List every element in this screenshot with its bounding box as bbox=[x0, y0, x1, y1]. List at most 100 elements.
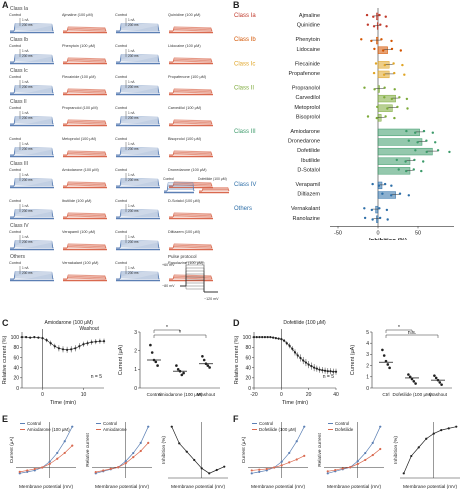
current-sweep bbox=[116, 209, 160, 218]
y-tick-label: 0 bbox=[134, 386, 137, 392]
trace-label: Control bbox=[9, 137, 21, 141]
trace-label: Control bbox=[115, 137, 127, 141]
data-point bbox=[414, 131, 417, 134]
current-sweep bbox=[164, 189, 195, 192]
legend-label: Dofetilide (100 μM) bbox=[259, 427, 297, 432]
iv-curve bbox=[171, 426, 225, 474]
current-sweep bbox=[164, 183, 195, 192]
panel-d-current-scatter: 0 1 2 3 4 5 Current (μA) Ctrl Dofetilide (100 μM… bbox=[350, 325, 452, 397]
current-sweep bbox=[116, 215, 160, 218]
data-point bbox=[414, 382, 417, 385]
data-point bbox=[404, 160, 407, 163]
current-sweep bbox=[10, 23, 54, 32]
inhibition-bar bbox=[377, 61, 390, 69]
drug-trace: Propafenone (100 μM) bbox=[168, 75, 213, 96]
scale-time: 200 ms bbox=[22, 85, 33, 89]
protocol-voltage: −120 mV bbox=[204, 297, 219, 301]
drug-trace: Verapamil (100 μM) bbox=[62, 230, 107, 251]
data-point bbox=[398, 96, 401, 99]
inhibition-bar bbox=[377, 147, 433, 156]
panel-a-class-label: Others bbox=[10, 254, 26, 260]
scale-label: 1 nA bbox=[128, 49, 135, 53]
trace-label: Control bbox=[9, 13, 21, 17]
data-point bbox=[371, 182, 374, 186]
panel-letter-a: A bbox=[2, 0, 9, 10]
inhibition-bar bbox=[376, 22, 379, 30]
data-point bbox=[152, 358, 156, 362]
current-sweep bbox=[116, 116, 160, 125]
data-point bbox=[378, 207, 381, 210]
data-point bbox=[436, 149, 440, 152]
data-point bbox=[202, 358, 206, 362]
drug-label: Flecainide bbox=[295, 61, 320, 67]
data-point bbox=[208, 366, 211, 369]
current-sweep bbox=[116, 277, 160, 280]
data-point bbox=[384, 115, 387, 118]
current-sweep bbox=[63, 57, 107, 63]
panel-e-iv-curves: Membrane potential (mV) Current (μA) Contr… bbox=[9, 421, 228, 490]
inhibition-bar bbox=[377, 191, 396, 199]
current-sweep bbox=[116, 23, 160, 32]
x-axis-label: Time (min) bbox=[50, 400, 76, 406]
current-sweep bbox=[10, 54, 54, 63]
data-point bbox=[326, 470, 329, 473]
data-point bbox=[440, 383, 443, 386]
trace-label: Ajmaline (100 μM) bbox=[62, 13, 94, 17]
data-point bbox=[393, 71, 396, 75]
data-point bbox=[412, 168, 415, 171]
trace-label: Bisoprolol (100 μM) bbox=[168, 137, 202, 141]
current-sweep bbox=[10, 147, 54, 156]
current-sweep bbox=[169, 57, 213, 63]
data-point bbox=[431, 131, 434, 134]
current-sweep bbox=[116, 60, 160, 63]
data-point bbox=[154, 360, 158, 364]
drug-annotation: Amiodarone (100 μM) bbox=[45, 320, 94, 326]
panel-a-class-label: Class II bbox=[10, 99, 27, 105]
panel-c-time-course: 0 20 40 60 80 100 0 10 Time (min) Relative curren… bbox=[2, 320, 106, 406]
y-tick-label: 0 bbox=[16, 386, 19, 392]
data-point bbox=[390, 184, 393, 187]
drug-trace: Vernakalant (100 μM) bbox=[62, 261, 107, 282]
iv-curve bbox=[403, 426, 457, 474]
trace-label: Dronedarone (100 μM) bbox=[168, 168, 207, 172]
y-tick-label: 60 bbox=[245, 355, 251, 361]
drug-trace: Lidocaine (100 μM) bbox=[168, 44, 213, 65]
trace-label: Control bbox=[115, 261, 127, 265]
iv-curve bbox=[327, 448, 381, 472]
iv-curve bbox=[251, 455, 305, 471]
protocol-title: Pulse protocol bbox=[168, 254, 197, 259]
scale-time: 200 ms bbox=[128, 116, 139, 120]
drug-label: Carvedilol bbox=[296, 95, 320, 101]
scale-time: 200 ms bbox=[22, 178, 33, 182]
drug-label: Phenytoin bbox=[296, 37, 320, 43]
data-point bbox=[407, 373, 410, 376]
data-point bbox=[384, 359, 388, 363]
trace-label: Control bbox=[9, 106, 21, 110]
class-label: Class Ia bbox=[234, 13, 256, 19]
trace-label: Control bbox=[9, 75, 21, 79]
legend-label: Control bbox=[259, 421, 273, 426]
data-point bbox=[379, 23, 382, 26]
current-sweep bbox=[116, 271, 160, 280]
class-label: Others bbox=[234, 206, 252, 212]
panel-b-inhibition-chart: -50 0 50 Inhibition (%) Class Ia Class Ib Clas… bbox=[234, 8, 454, 240]
current-sweep bbox=[63, 26, 107, 32]
significance-bracket bbox=[385, 334, 439, 338]
scale-time: 200 ms bbox=[22, 116, 33, 120]
data-point bbox=[180, 373, 184, 377]
scale-label: 1 nA bbox=[128, 80, 135, 84]
panel-a-trace-grid: Class Ia Control 1 nA 200 ms Ajmaline (100 μ… bbox=[0, 0, 232, 315]
data-point bbox=[366, 23, 370, 26]
trace-label: Control bbox=[115, 75, 127, 79]
drug-label: Lidocaine bbox=[296, 47, 320, 53]
data-point bbox=[382, 49, 385, 52]
current-sweep bbox=[10, 60, 54, 63]
data-point bbox=[422, 160, 425, 163]
trace-label: Control bbox=[115, 199, 127, 203]
